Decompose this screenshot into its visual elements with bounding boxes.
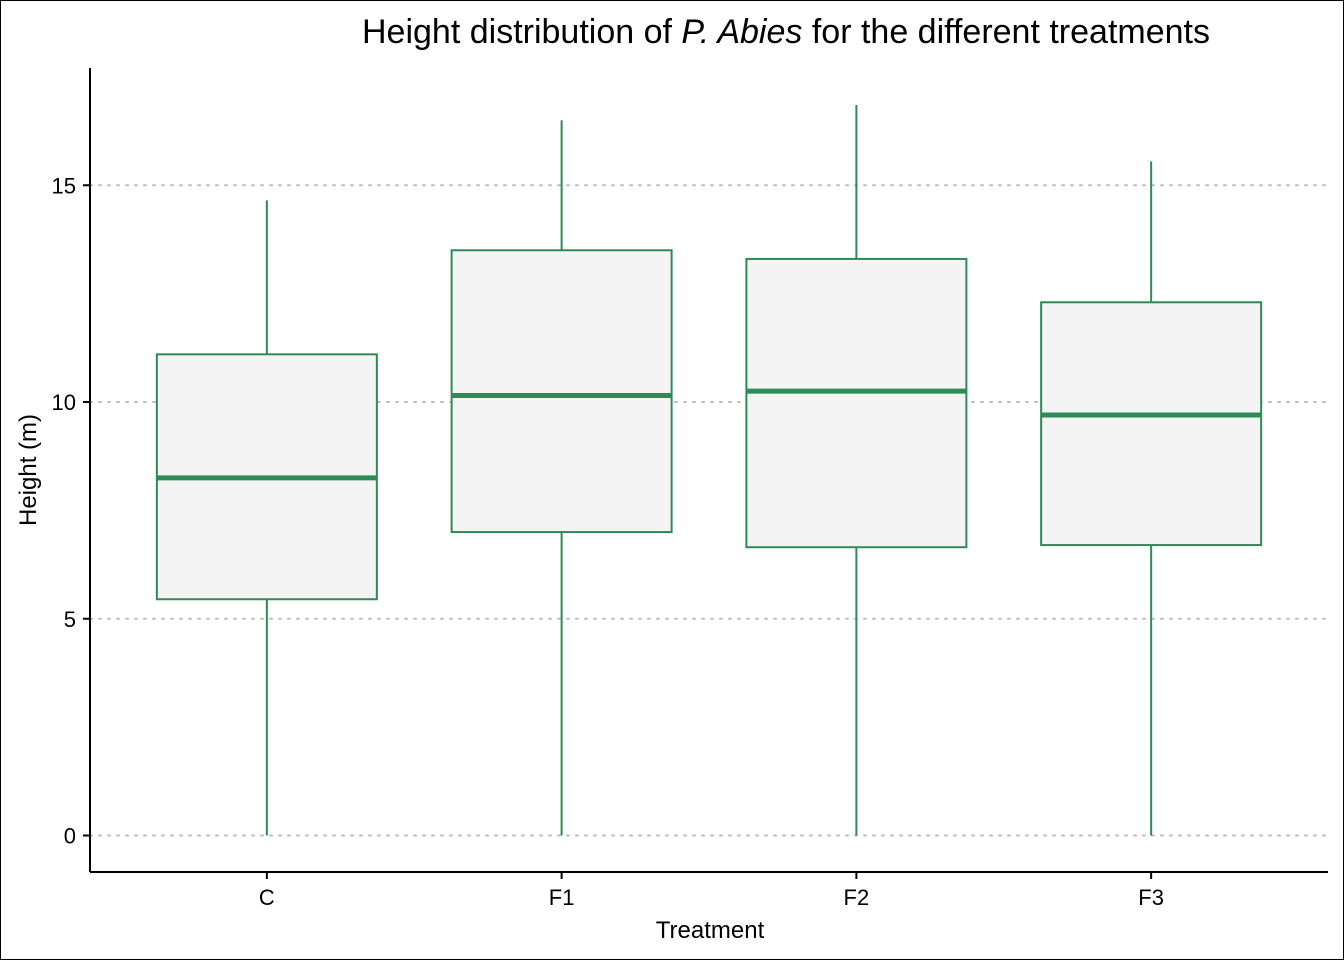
box-F2 xyxy=(745,105,968,836)
y-tick-label-5: 5 xyxy=(64,607,76,632)
chart-title-species: P. Abies xyxy=(681,13,802,51)
boxes xyxy=(155,105,1263,836)
box-iqr-F2 xyxy=(745,257,968,549)
y-tick-label-10: 10 xyxy=(52,390,76,415)
chart-title-prefix: Height distribution of xyxy=(362,13,681,51)
box-iqr-F3 xyxy=(1040,301,1263,547)
chart-title-suffix: for the different treatments xyxy=(802,13,1210,51)
box-F3 xyxy=(1040,161,1263,836)
y-tick-label-0: 0 xyxy=(64,824,76,849)
y-axis-ticks: 0 5 10 15 xyxy=(52,173,90,849)
box-F1 xyxy=(450,120,673,836)
box-iqr-F1 xyxy=(450,249,673,534)
chart-title: Height distribution of P. Abies for the … xyxy=(362,13,1210,51)
x-tick-label-F2: F2 xyxy=(844,885,870,910)
x-tick-label-C: C xyxy=(259,885,275,910)
y-tick-label-15: 15 xyxy=(52,173,76,198)
x-tick-label-F3: F3 xyxy=(1138,885,1164,910)
x-axis-title: Treatment xyxy=(656,917,765,944)
x-axis-ticks: C F1 F2 F3 xyxy=(259,872,1164,910)
y-axis-title: Height (m) xyxy=(15,414,42,526)
x-tick-label-F1: F1 xyxy=(549,885,575,910)
box-C xyxy=(155,200,378,836)
